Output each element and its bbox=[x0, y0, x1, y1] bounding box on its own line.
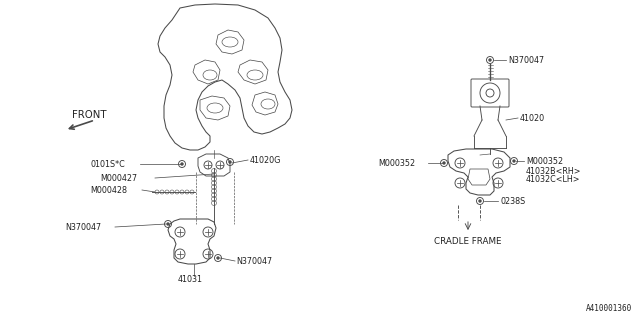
Text: 41032C<LH>: 41032C<LH> bbox=[526, 174, 580, 183]
Text: FRONT: FRONT bbox=[72, 110, 106, 120]
Text: 41020: 41020 bbox=[520, 114, 545, 123]
Text: N370047: N370047 bbox=[236, 257, 272, 266]
Text: 0101S*C: 0101S*C bbox=[90, 159, 125, 169]
Text: A410001360: A410001360 bbox=[586, 304, 632, 313]
Text: M000352: M000352 bbox=[378, 158, 415, 167]
Text: 41032B<RH>: 41032B<RH> bbox=[526, 166, 582, 175]
Text: M000427: M000427 bbox=[100, 173, 137, 182]
Circle shape bbox=[229, 161, 231, 163]
Circle shape bbox=[217, 257, 220, 259]
Text: CRADLE FRAME: CRADLE FRAME bbox=[434, 236, 502, 245]
Text: N370047: N370047 bbox=[65, 222, 101, 231]
Text: 0238S: 0238S bbox=[500, 196, 525, 205]
Circle shape bbox=[181, 163, 183, 165]
Text: N370047: N370047 bbox=[508, 55, 544, 65]
Circle shape bbox=[167, 223, 169, 225]
Circle shape bbox=[489, 59, 492, 61]
Circle shape bbox=[513, 160, 515, 162]
Text: 41020G: 41020G bbox=[250, 156, 282, 164]
Text: M000352: M000352 bbox=[526, 156, 563, 165]
Circle shape bbox=[479, 200, 481, 202]
Circle shape bbox=[443, 162, 445, 164]
Text: 41031: 41031 bbox=[178, 276, 203, 284]
Text: M000428: M000428 bbox=[90, 186, 127, 195]
